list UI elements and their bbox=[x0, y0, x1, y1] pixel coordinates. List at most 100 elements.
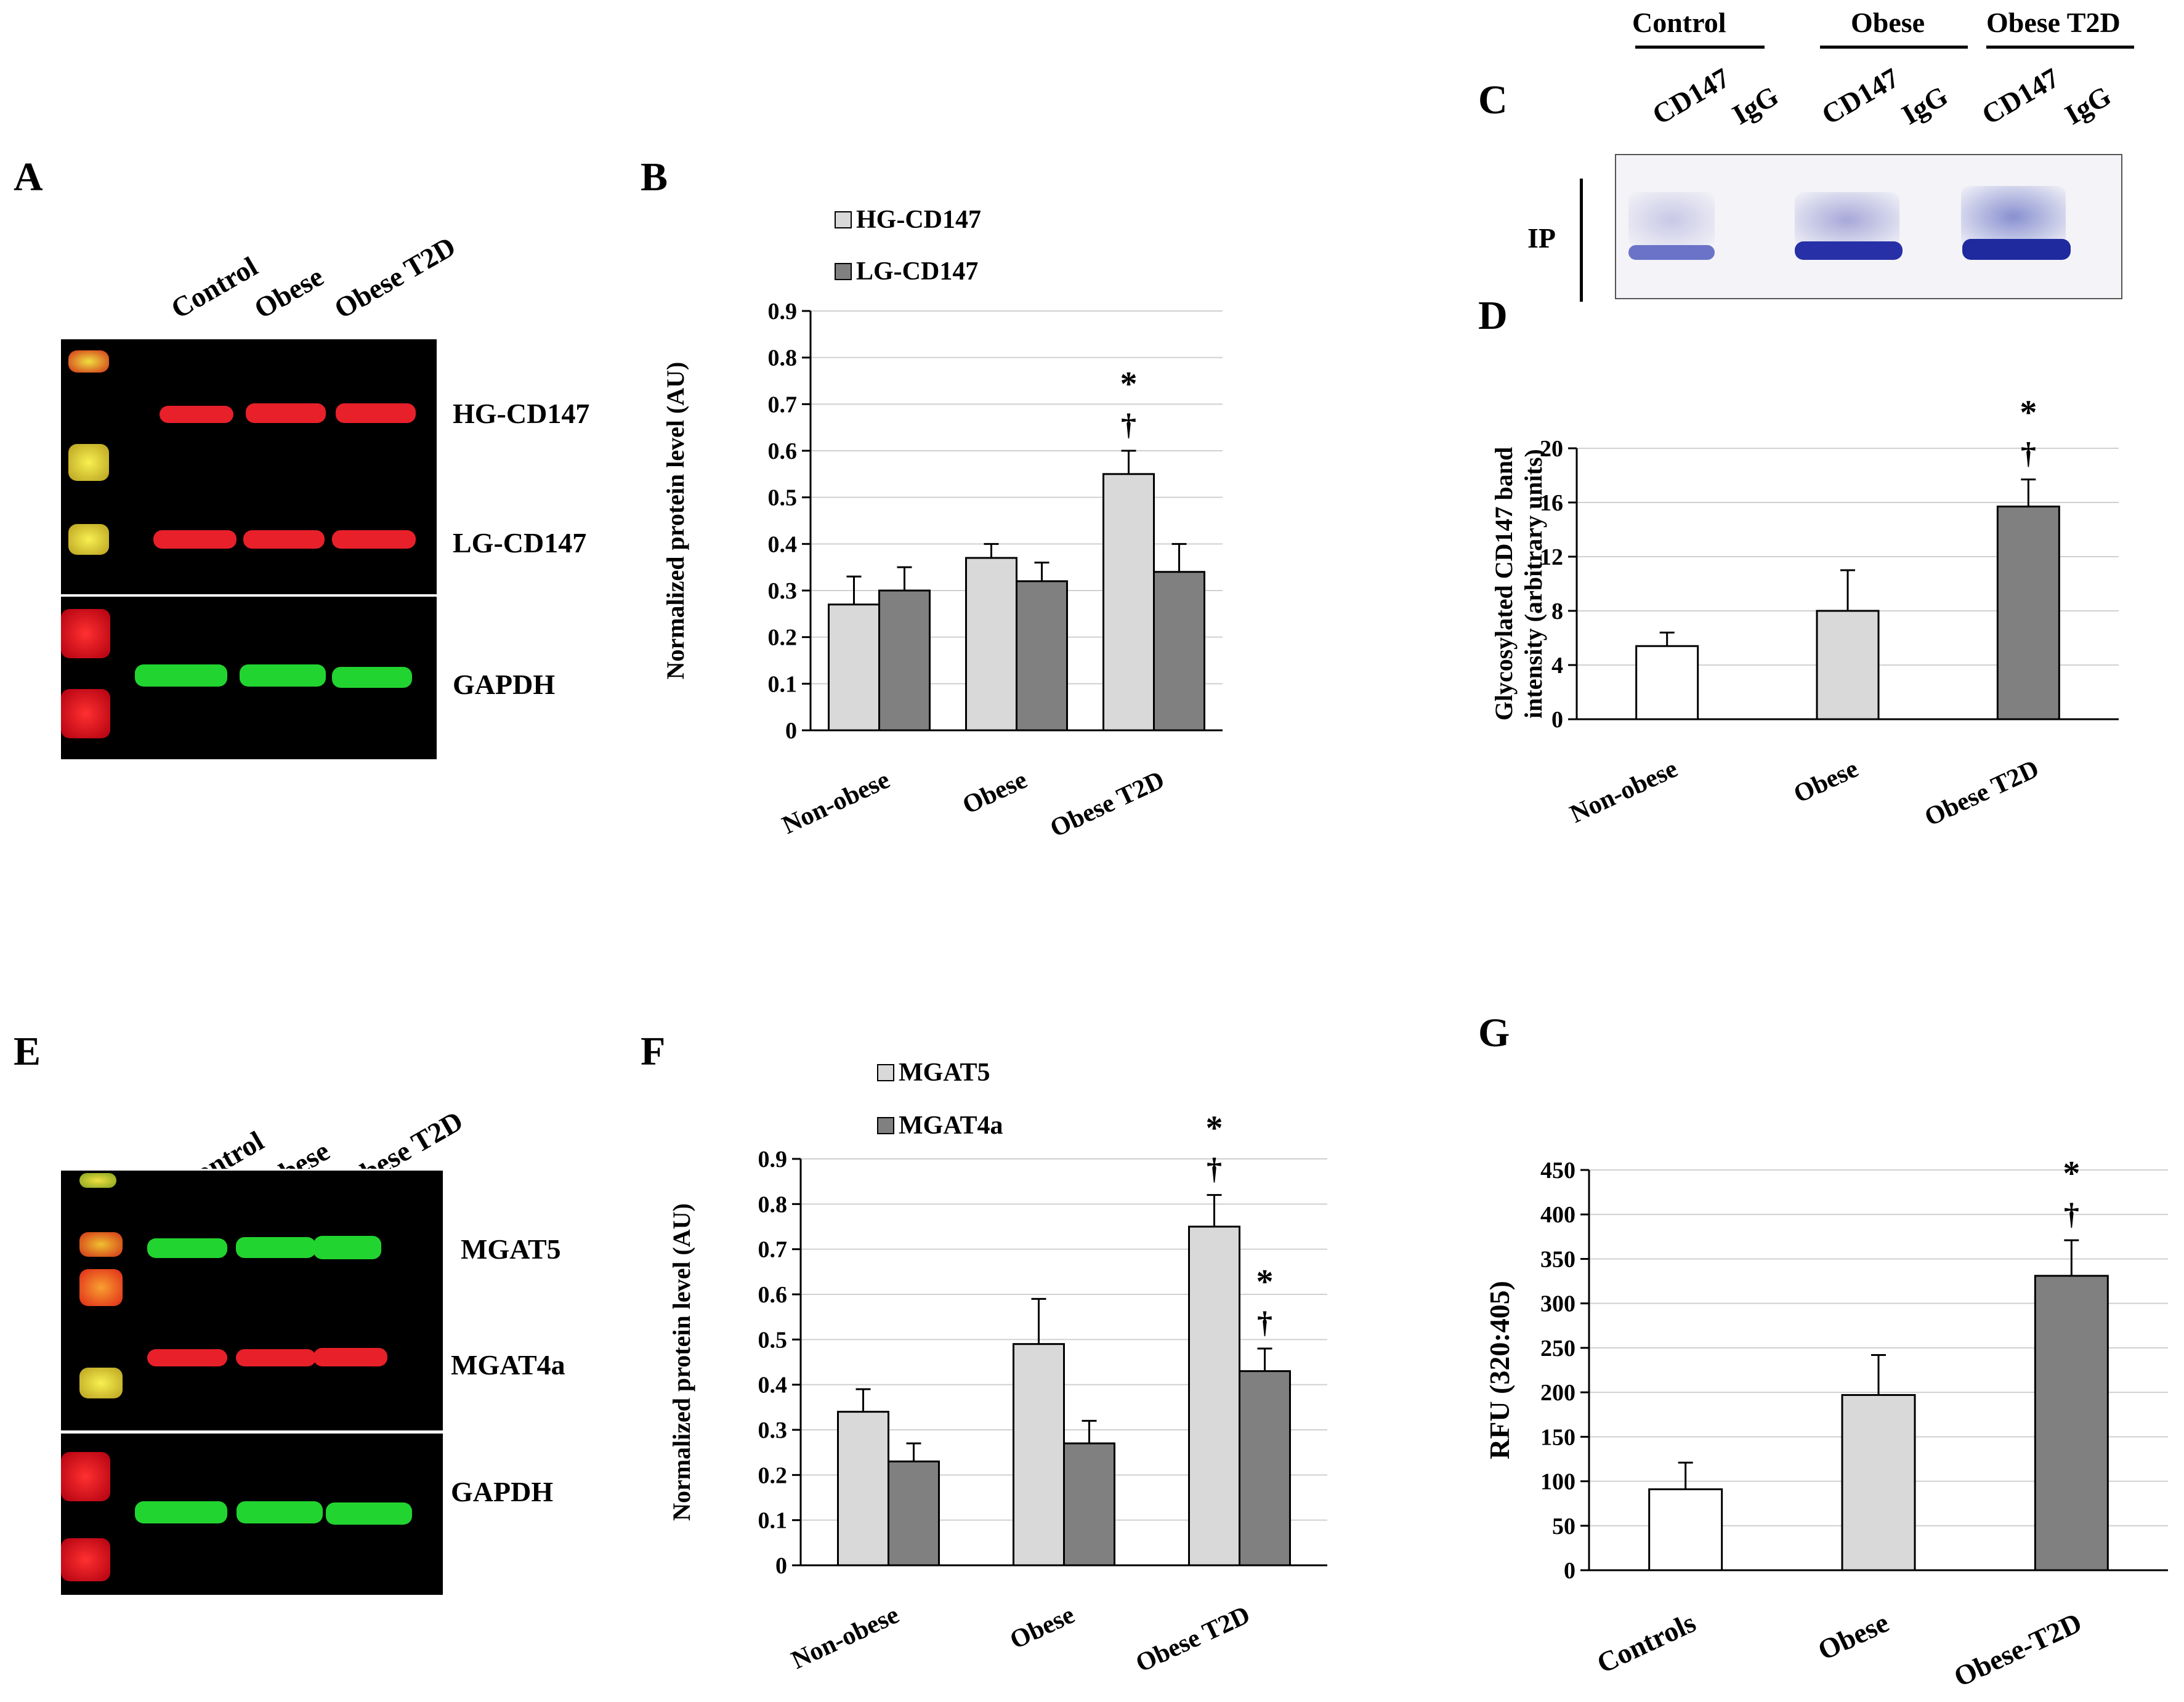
gapdh-band bbox=[332, 667, 412, 688]
category-label-g: Obese-T2D bbox=[1949, 1607, 2087, 1693]
y-tick-label-b: 0.2 bbox=[768, 625, 798, 651]
y-tick-label-d: 4 bbox=[1551, 653, 1563, 679]
ladder-band bbox=[79, 1173, 116, 1188]
bar-b bbox=[965, 557, 1017, 732]
category-label-f: Obese T2D bbox=[1131, 1600, 1255, 1678]
y-tick-label-b: 0.7 bbox=[768, 392, 798, 417]
y-tick-label-d: 0 bbox=[1551, 707, 1563, 733]
ip-gel bbox=[1615, 154, 2122, 299]
category-label-f: Obese bbox=[1006, 1600, 1079, 1655]
gapdh-band bbox=[135, 1501, 227, 1523]
ladder-band bbox=[79, 1368, 123, 1398]
category-label-d: Non-obese bbox=[1566, 754, 1682, 829]
y-tick-label-b: 0.5 bbox=[768, 485, 798, 511]
panel-label-f: F bbox=[641, 1029, 666, 1074]
ip-group-obese: Obese bbox=[1851, 7, 1925, 38]
dagger-mark-f: † bbox=[1257, 1305, 1272, 1339]
legend-swatch-b bbox=[835, 263, 852, 280]
mgat4a-band bbox=[147, 1349, 227, 1366]
ip-side-label: IP bbox=[1527, 222, 1556, 254]
y-axis-label-b: Normalized protein level (AU) bbox=[661, 362, 689, 680]
y-tick-label-b: 0.6 bbox=[768, 438, 798, 464]
y-tick-label-g: 150 bbox=[1540, 1424, 1575, 1450]
panel-label-b: B bbox=[641, 155, 668, 200]
y-tick-label-b: 0.4 bbox=[768, 531, 798, 557]
hg-cd147-band bbox=[160, 406, 233, 423]
asterisk-mark-d: * bbox=[2020, 394, 2037, 432]
y-tick-label-g: 50 bbox=[1552, 1514, 1575, 1539]
ladder-band bbox=[68, 444, 109, 481]
asterisk-mark-f: * bbox=[1206, 1110, 1223, 1148]
mgat5-band bbox=[147, 1238, 227, 1258]
ip-smear bbox=[1628, 192, 1715, 248]
dagger-mark-d: † bbox=[2021, 436, 2036, 470]
group-underline bbox=[1635, 46, 1765, 49]
bar-f bbox=[1239, 1370, 1291, 1567]
blot-membrane-top bbox=[59, 337, 439, 596]
dagger-mark-g: † bbox=[2064, 1196, 2079, 1231]
band-label-mgat5: MGAT5 bbox=[461, 1233, 561, 1265]
blot-membrane-bottom bbox=[59, 1432, 445, 1597]
y-tick-label-d: 16 bbox=[1540, 490, 1563, 516]
gapdh-band bbox=[326, 1502, 412, 1525]
bar-f bbox=[888, 1460, 940, 1567]
mgat5-band bbox=[236, 1237, 316, 1258]
y-tick-label-g: 100 bbox=[1540, 1469, 1575, 1495]
band-label-mgat4a: MGAT4a bbox=[451, 1349, 565, 1381]
y-tick-label-f: 0.8 bbox=[758, 1192, 788, 1217]
y-tick-label-f: 0.9 bbox=[758, 1147, 788, 1172]
ladder-band bbox=[61, 1538, 110, 1581]
y-tick-label-f: 0.7 bbox=[758, 1237, 788, 1263]
panel-label-e: E bbox=[14, 1029, 41, 1074]
mgat5-band bbox=[313, 1236, 381, 1259]
y-tick-label-d: 8 bbox=[1551, 599, 1563, 624]
y-tick-label-f: 0.1 bbox=[758, 1508, 788, 1534]
y-tick-label-b: 0 bbox=[785, 718, 797, 744]
dagger-mark-f: † bbox=[1207, 1151, 1222, 1186]
y-tick-label-f: 0.5 bbox=[758, 1327, 788, 1353]
y-axis-label-d: Glycosylated CD147 band bbox=[1490, 447, 1518, 721]
legend-swatch-f bbox=[877, 1064, 894, 1081]
legend-label-b: LG-CD147 bbox=[856, 257, 978, 286]
y-tick-label-b: 0.9 bbox=[768, 299, 798, 325]
bar-f bbox=[1013, 1343, 1065, 1567]
y-tick-label-f: 0 bbox=[775, 1553, 787, 1579]
bar-f bbox=[1063, 1442, 1115, 1567]
dagger-mark-b: † bbox=[1121, 407, 1136, 442]
y-axis-label-f: Normalized protein level (AU) bbox=[668, 1203, 695, 1521]
ip-cd147-band bbox=[1628, 245, 1715, 260]
legend-label-f: MGAT4a bbox=[899, 1111, 1003, 1140]
lg-cd147-band bbox=[153, 530, 237, 549]
category-label-b: Non-obese bbox=[778, 765, 894, 840]
bar-f bbox=[837, 1411, 889, 1567]
ladder-band bbox=[68, 350, 109, 373]
ladder-band bbox=[61, 1452, 110, 1501]
band-label-hg-cd147: HG-CD147 bbox=[453, 398, 590, 429]
bar-g bbox=[2034, 1275, 2109, 1571]
gapdh-band bbox=[237, 1501, 323, 1523]
mgat4a-band bbox=[236, 1349, 316, 1366]
y-tick-label-f: 0.6 bbox=[758, 1282, 788, 1308]
y-tick-label-d: 20 bbox=[1540, 436, 1563, 462]
ip-group-control: Control bbox=[1632, 7, 1726, 38]
band-label-lg-cd147: LG-CD147 bbox=[453, 527, 587, 559]
y-tick-label-b: 0.3 bbox=[768, 578, 798, 604]
bar-b bbox=[828, 603, 880, 732]
ladder-band bbox=[79, 1269, 123, 1306]
bar-d bbox=[1816, 610, 1880, 720]
y-tick-label-f: 0.4 bbox=[758, 1373, 788, 1398]
asterisk-mark-f: * bbox=[1256, 1263, 1274, 1301]
bar-g bbox=[1648, 1488, 1723, 1571]
y-tick-label-f: 0.2 bbox=[758, 1462, 788, 1488]
y-tick-label-b: 0.1 bbox=[768, 671, 798, 697]
y-tick-label-g: 450 bbox=[1540, 1158, 1575, 1184]
blot-membrane-bottom bbox=[59, 595, 439, 761]
bar-f bbox=[1188, 1225, 1240, 1567]
category-label-g: Obese bbox=[1813, 1607, 1893, 1666]
legend-label-b: HG-CD147 bbox=[856, 206, 981, 234]
category-label-f: Non-obese bbox=[787, 1600, 904, 1675]
ip-smear bbox=[1795, 192, 1899, 248]
y-tick-label-g: 300 bbox=[1540, 1291, 1575, 1317]
legend-swatch-b bbox=[835, 211, 852, 228]
